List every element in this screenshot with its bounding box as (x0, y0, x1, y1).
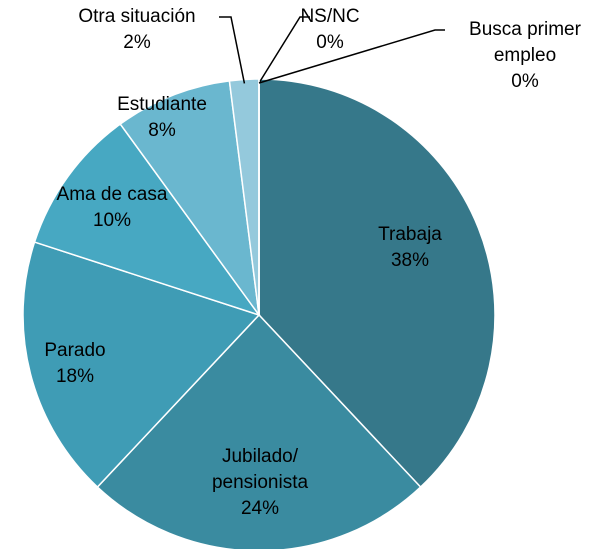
value-label: 2% (123, 32, 151, 53)
label-line: Busca primer (469, 19, 582, 40)
label-line: Jubilado/ (222, 446, 299, 467)
pie-slice (119, 80, 260, 316)
label-line: pensionista (212, 472, 309, 493)
leader-line (258, 29, 445, 84)
value-label: 8% (148, 120, 176, 141)
value-label: 18% (56, 366, 94, 387)
slice-label: Estudiante (117, 94, 207, 115)
pie-slice (22, 241, 261, 489)
label-line: Estudiante (117, 94, 207, 115)
slice-label: NS/NC (300, 6, 359, 27)
pie-slice (33, 123, 261, 317)
pie-slice (258, 78, 496, 489)
value-label: 24% (241, 498, 279, 519)
slice-label: Ama de casa (57, 184, 168, 205)
value-label: 0% (511, 71, 539, 92)
pie-slice (96, 313, 422, 549)
leader-line (258, 16, 310, 84)
value-label: 0% (316, 32, 344, 53)
label-line: Trabaja (378, 224, 442, 245)
slice-label: Parado (44, 340, 105, 361)
label-line: Otra situación (78, 6, 195, 27)
slice-label: Busca primer empleo (469, 19, 582, 66)
value-label: 38% (391, 250, 429, 271)
slice-label: Trabaja (378, 224, 442, 245)
label-line: NS/NC (300, 6, 359, 27)
slice-label: Jubilado/pensionista (212, 446, 309, 493)
label-line: Ama de casa (57, 184, 168, 205)
label-line: empleo (494, 45, 556, 66)
label-line: Parado (44, 340, 105, 361)
value-label: 10% (93, 210, 131, 231)
slice-label: Otra situación (78, 6, 195, 27)
leader-line (219, 16, 246, 84)
